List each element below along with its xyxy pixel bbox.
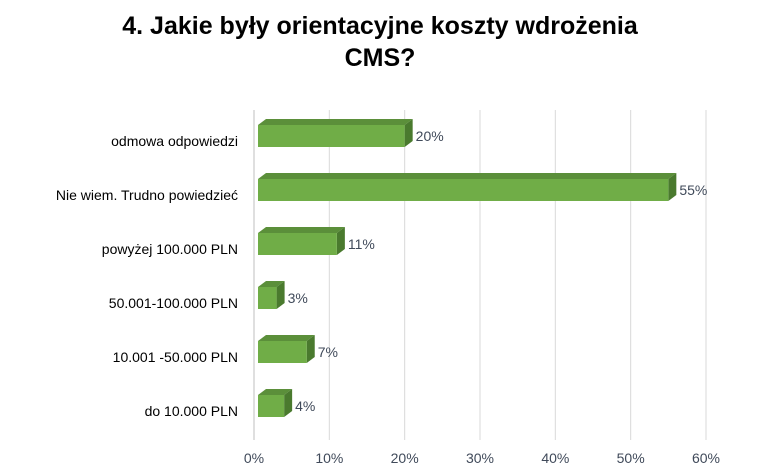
bar-top-face bbox=[258, 119, 413, 125]
bar-side-face bbox=[276, 281, 285, 309]
data-label-0: 20% bbox=[416, 128, 444, 144]
x-tick-label-4: 40% bbox=[541, 450, 569, 466]
x-tick-label-0: 0% bbox=[244, 450, 264, 466]
category-label-0: odmowa odpowiedzi bbox=[111, 133, 238, 149]
data-label-4: 7% bbox=[318, 344, 338, 360]
category-label-5: do 10.000 PLN bbox=[145, 403, 238, 419]
x-tick-label-6: 60% bbox=[692, 450, 720, 466]
bar-front-face bbox=[258, 125, 405, 147]
bar-2 bbox=[258, 227, 345, 255]
chart-title-line-2: CMS? bbox=[344, 44, 416, 72]
bar-front-face bbox=[258, 233, 337, 255]
category-label-4: 10.001 -50.000 PLN bbox=[113, 349, 238, 365]
chart-title-line-1: 4. Jakie były orientacyjne koszty wdroże… bbox=[122, 12, 638, 40]
bar-front-face bbox=[258, 179, 669, 201]
bar-front-face bbox=[258, 341, 307, 363]
bar-1 bbox=[258, 173, 677, 201]
bar-0 bbox=[258, 119, 413, 147]
category-label-3: 50.001-100.000 PLN bbox=[109, 295, 238, 311]
x-tick-label-1: 10% bbox=[315, 450, 343, 466]
x-tick-label-3: 30% bbox=[466, 450, 494, 466]
bar-top-face bbox=[258, 389, 293, 395]
data-label-5: 4% bbox=[295, 398, 315, 414]
data-label-1: 55% bbox=[679, 182, 707, 198]
x-tick-label-5: 50% bbox=[617, 450, 645, 466]
bar-top-face bbox=[258, 281, 285, 287]
data-label-3: 3% bbox=[288, 290, 308, 306]
bar-side-face bbox=[404, 119, 413, 147]
bar-3 bbox=[258, 281, 285, 309]
bar-side-face bbox=[336, 227, 345, 255]
bar-side-face bbox=[668, 173, 677, 201]
bar-side-face bbox=[306, 335, 315, 363]
category-label-1: Nie wiem. Trudno powiedzieć bbox=[56, 187, 238, 203]
bar-5 bbox=[258, 389, 293, 417]
bar-front-face bbox=[258, 395, 285, 417]
bar-front-face bbox=[258, 287, 277, 309]
x-tick-label-2: 20% bbox=[391, 450, 419, 466]
bar-side-face bbox=[284, 389, 293, 417]
chart-title: 4. Jakie były orientacyjne koszty wdroże… bbox=[0, 10, 760, 74]
bar-top-face bbox=[258, 335, 315, 341]
bar-top-face bbox=[258, 227, 345, 233]
data-label-2: 11% bbox=[348, 236, 375, 252]
bar-top-face bbox=[258, 173, 677, 179]
category-label-2: powyżej 100.000 PLN bbox=[102, 241, 238, 257]
bar-4 bbox=[258, 335, 315, 363]
